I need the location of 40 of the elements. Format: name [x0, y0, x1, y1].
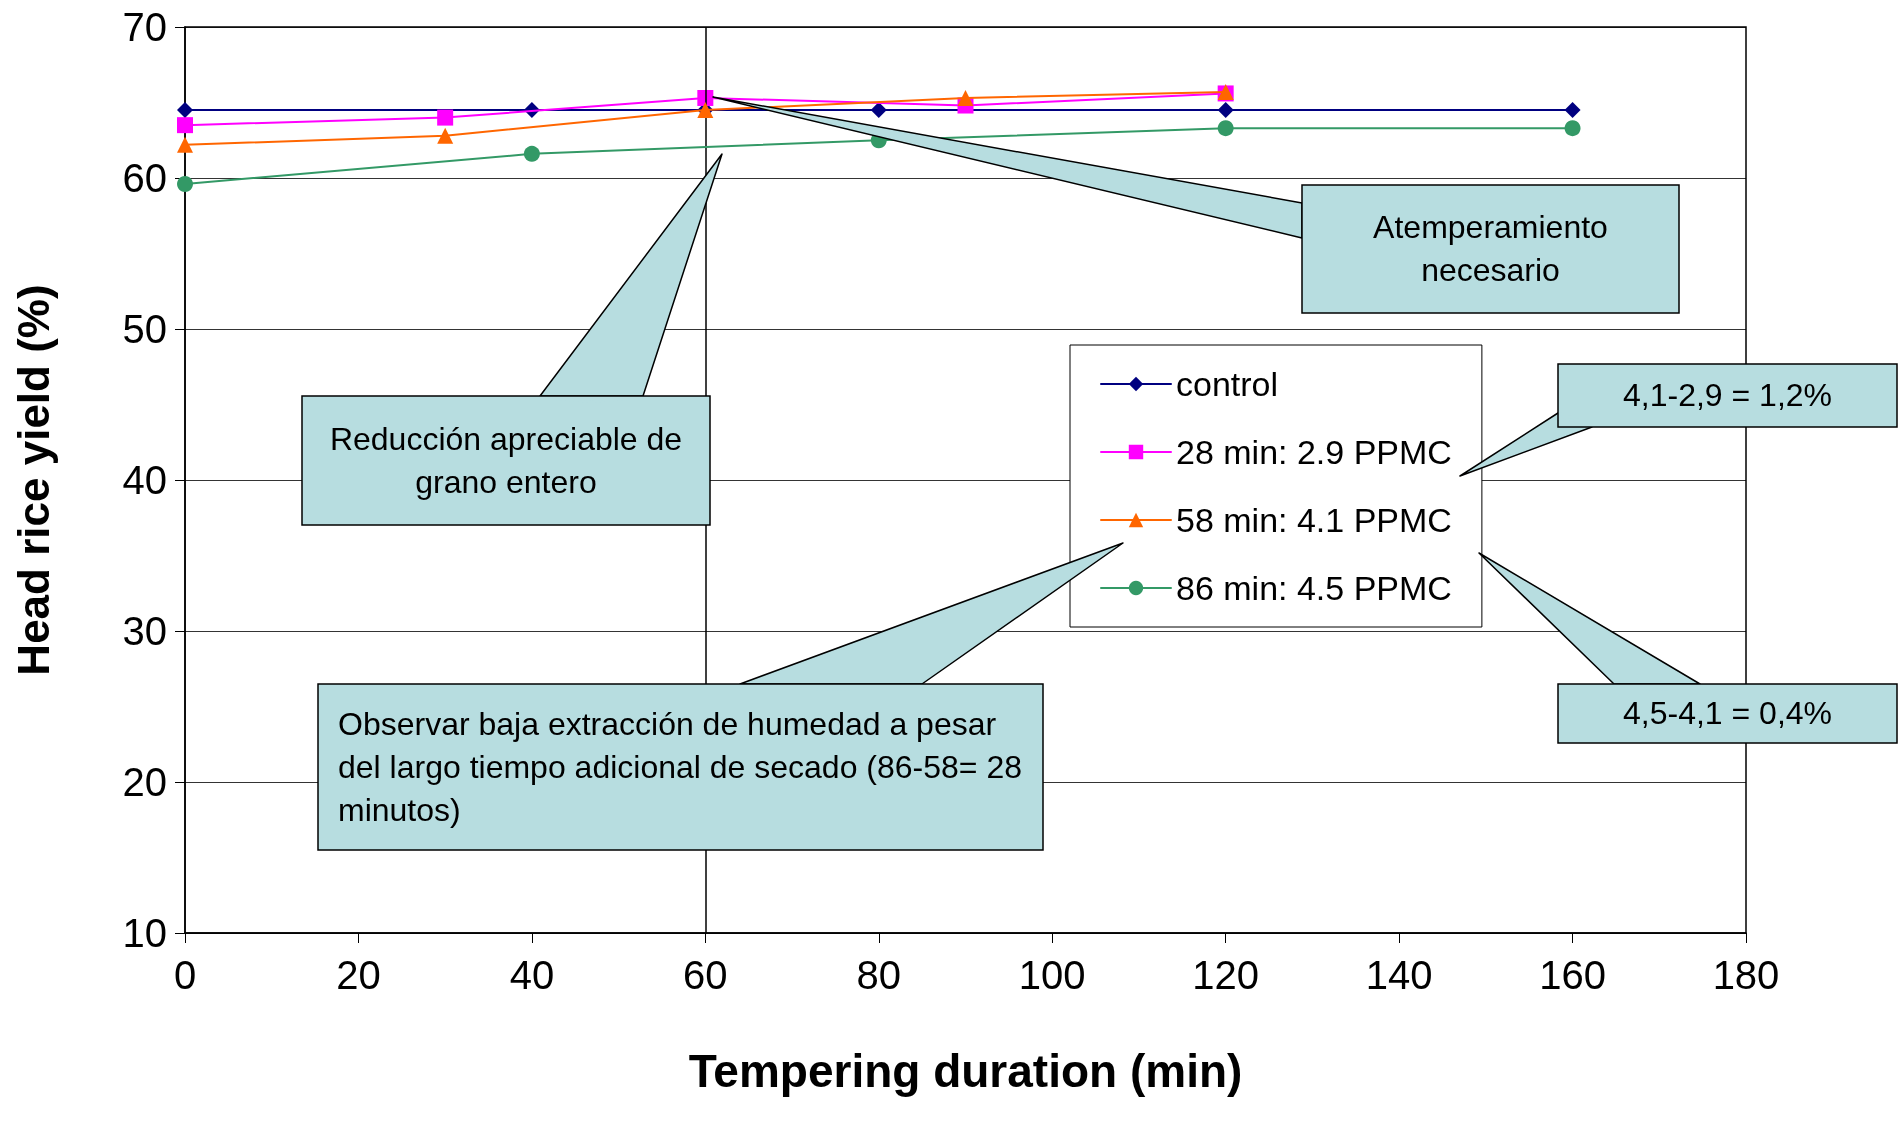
legend-label: control: [1176, 365, 1279, 403]
y-tick-label: 40: [122, 458, 167, 502]
point: [437, 127, 454, 144]
x-tick-label: 60: [683, 953, 728, 997]
x-tick-label: 160: [1539, 953, 1606, 997]
point: [1564, 102, 1581, 119]
y-tick-label: 70: [122, 5, 167, 49]
point: [177, 117, 193, 134]
point: [177, 102, 193, 119]
point: [177, 136, 193, 153]
x-tick-label: 20: [336, 953, 381, 997]
x-tick-label: 40: [509, 953, 555, 997]
y-tick-label: 60: [122, 156, 167, 200]
point: [1217, 102, 1234, 119]
point: [1217, 120, 1234, 137]
x-tick-label: 140: [1365, 953, 1433, 997]
x-tick-label: 120: [1192, 953, 1260, 997]
y-tick-label: 20: [122, 760, 167, 804]
x-tick-label: 0: [173, 953, 197, 997]
x-axis-title: Tempering duration (min): [688, 1045, 1243, 1097]
annotation: Atemperamiento necesario: [1302, 185, 1679, 313]
legend-label: 86 min: 4.5 PPMC: [1176, 569, 1452, 607]
y-tick-label: 10: [122, 911, 167, 955]
y-axis-title: Head rice yield (%): [8, 284, 58, 676]
x-tick-label: 180: [1712, 953, 1780, 997]
point: [1564, 120, 1581, 137]
annotation: Observar baja extracción de humedad a pesar del largo tiempo adicional de secado (86-58= 28 minutos): [318, 684, 1043, 850]
legend-label: 58 min: 4.1 PPMC: [1176, 501, 1452, 539]
x-tick-label: 80: [856, 953, 902, 997]
annotation: 4,1-2,9 = 1,2%: [1558, 364, 1897, 427]
y-tick-label: 50: [122, 307, 167, 351]
annotation: 4,5-4,1 = 0,4%: [1558, 684, 1897, 743]
x-tick-label: 100: [1018, 953, 1086, 997]
legend-label: 28 min: 2.9 PPMC: [1176, 433, 1452, 471]
point: [870, 102, 887, 119]
y-tick-label: 30: [122, 609, 167, 653]
point: [957, 89, 974, 106]
point: [437, 109, 454, 126]
point: [523, 145, 540, 162]
annotation: Reducción apreciable de grano entero: [302, 396, 710, 525]
